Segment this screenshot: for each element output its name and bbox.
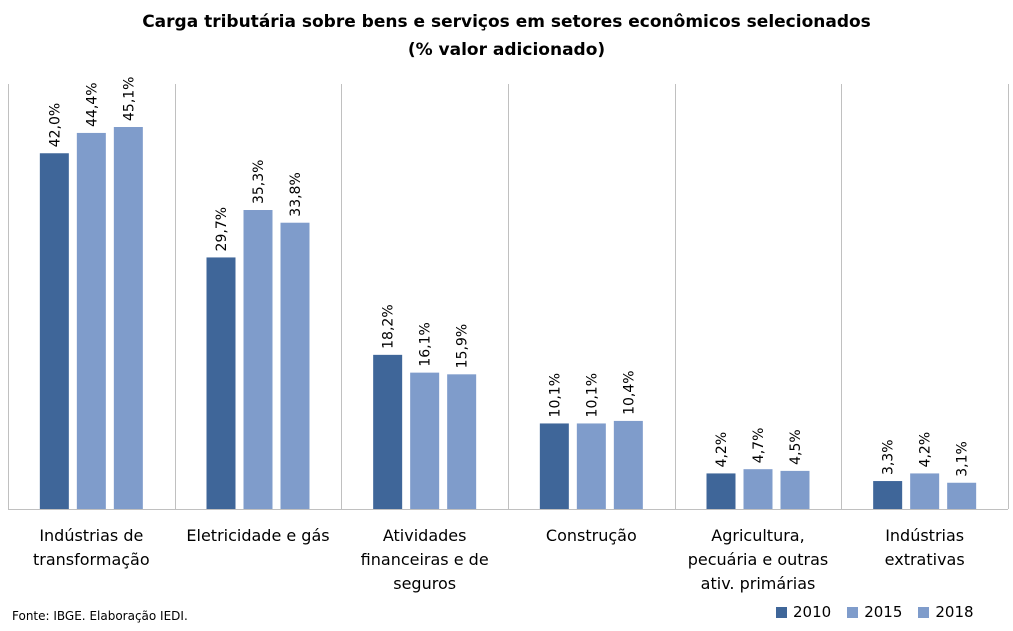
bar-2015-1: [243, 210, 273, 509]
category-label-3: Construção: [546, 526, 637, 545]
category-label-5: Indústrias: [885, 526, 964, 545]
data-label-2018-1: 33,8%: [288, 172, 304, 216]
category-label-0: Indústrias de: [39, 526, 143, 545]
data-label-2010-5: 3,3%: [881, 439, 897, 475]
data-label-2018-3: 10,4%: [621, 370, 637, 414]
bar-2010-0: [39, 153, 69, 509]
category-label-5: extrativas: [885, 550, 965, 569]
legend-swatch-2015: [847, 606, 859, 618]
legend-item-2015: 2015: [847, 603, 902, 621]
chart-title: Carga tributária sobre bens e serviços e…: [0, 8, 1013, 64]
bar-2018-2: [447, 374, 477, 509]
bar-2015-3: [576, 423, 606, 509]
bar-2015-2: [410, 372, 440, 509]
bar-2018-1: [280, 222, 310, 510]
category-label-2: financeiras e de: [361, 550, 489, 569]
legend-swatch-2010: [776, 606, 787, 618]
category-label-2: Atividades: [383, 526, 467, 545]
data-label-2010-3: 10,1%: [547, 373, 563, 417]
data-label-2015-2: 16,1%: [418, 322, 434, 366]
legend-label-2010: 2010: [793, 603, 832, 621]
category-label-4: ativ. primárias: [701, 574, 816, 593]
data-label-2015-4: 4,7%: [751, 428, 767, 464]
legend-label-2018: 2018: [935, 603, 974, 621]
bar-2018-4: [780, 470, 810, 509]
category-label-2: seguros: [393, 574, 456, 593]
bar-2010-5: [873, 481, 903, 509]
bar-2010-1: [206, 257, 236, 509]
source-note: Fonte: IBGE. Elaboração IEDI.: [12, 609, 188, 623]
data-label-2018-4: 4,5%: [788, 429, 804, 465]
chart-title-line-2: (% valor adicionado): [407, 40, 606, 60]
legend: 2010 2015 2018: [776, 603, 974, 621]
data-label-2018-5: 3,1%: [955, 441, 971, 477]
legend-item-2018: 2018: [918, 603, 974, 621]
data-label-2018-2: 15,9%: [455, 324, 471, 368]
bar-2018-3: [613, 420, 643, 509]
legend-label-2015: 2015: [864, 603, 903, 621]
bar-2010-4: [706, 473, 736, 509]
category-label-1: Eletricidade e gás: [186, 526, 329, 545]
chart-title-line-1: Carga tributária sobre bens e serviços e…: [142, 12, 871, 32]
bar-2010-3: [539, 423, 569, 509]
bar-2010-2: [373, 354, 403, 509]
bar-2015-4: [743, 469, 773, 509]
data-label-2010-1: 29,7%: [214, 207, 230, 251]
data-label-2015-0: 44,4%: [84, 82, 100, 126]
data-label-2015-5: 4,2%: [918, 432, 934, 468]
category-label-0: transformação: [33, 550, 150, 569]
category-label-4: pecuária e outras: [688, 550, 829, 569]
data-label-2015-1: 35,3%: [251, 160, 267, 204]
data-label-2010-0: 42,0%: [47, 103, 63, 147]
category-label-4: Agricultura,: [711, 526, 804, 545]
bar-2018-0: [113, 127, 143, 509]
data-label-2015-3: 10,1%: [584, 373, 600, 417]
data-label-2010-4: 4,2%: [714, 432, 730, 468]
bar-2015-0: [76, 132, 106, 509]
data-label-2010-2: 18,2%: [381, 304, 397, 348]
bar-2018-5: [947, 482, 977, 509]
legend-swatch-2018: [918, 606, 930, 618]
bar-2015-5: [910, 473, 940, 509]
data-label-2018-0: 45,1%: [121, 77, 137, 121]
legend-item-2010: 2010: [776, 603, 831, 621]
